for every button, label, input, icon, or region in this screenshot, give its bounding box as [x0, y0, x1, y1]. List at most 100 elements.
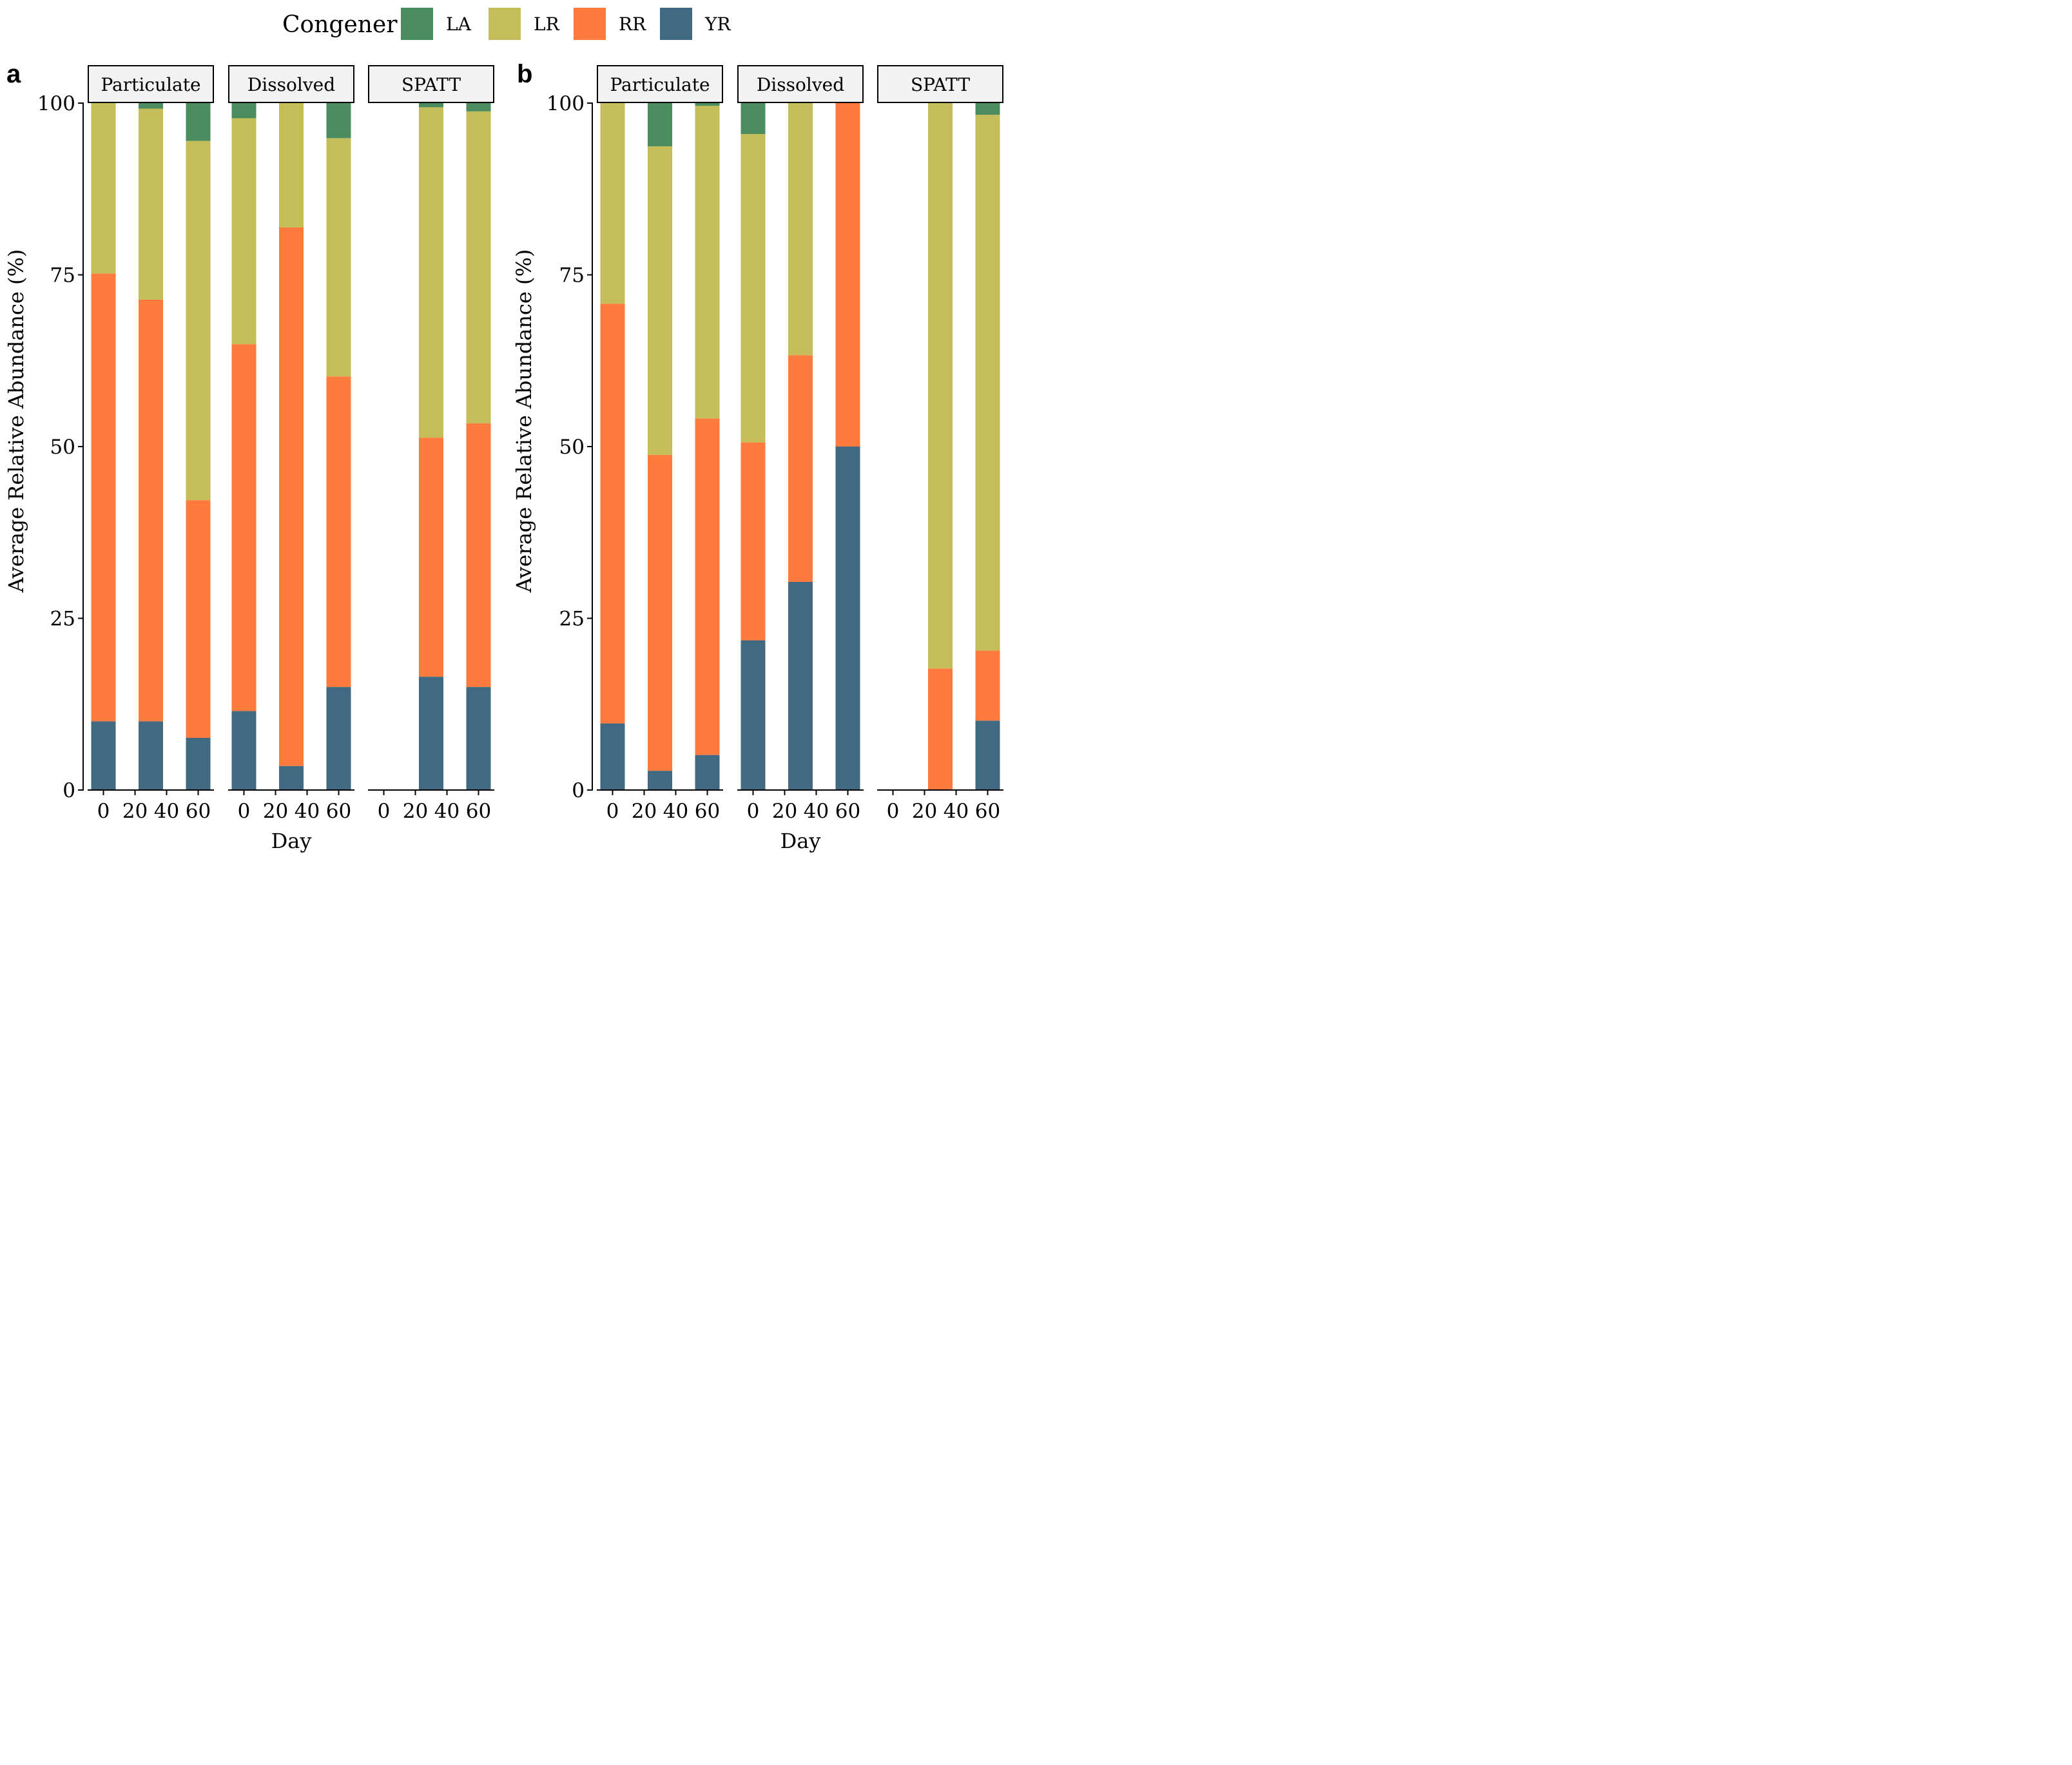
bar-segment-rr: [139, 299, 163, 722]
bar-segment-la: [186, 103, 211, 141]
bar-segment-yr: [741, 640, 766, 790]
x-tick-label: 20: [403, 800, 428, 823]
bar-segment-yr: [648, 771, 672, 790]
facet-particulate: Particulate 0 20 40 60: [88, 65, 214, 823]
facet-strip: [877, 65, 1003, 103]
legend-swatch-rr: [574, 8, 606, 40]
x-tick-label: 0: [97, 800, 110, 823]
x-tick-label: 40: [434, 800, 460, 823]
legend-swatch-lr: [489, 8, 521, 40]
facet-spatt: SPATT 0 20 40 60: [877, 65, 1003, 823]
x-tick-label: 40: [295, 800, 320, 823]
bar-segment-rr: [788, 355, 813, 583]
bar-segment-rr: [231, 344, 257, 711]
bar-segment-rr: [928, 668, 953, 790]
bar-segment-lr: [419, 107, 443, 438]
bar-segment-la: [139, 103, 163, 109]
facet-strip: [597, 65, 723, 103]
bar-segment-yr: [279, 766, 304, 790]
bar-segment-yr: [139, 721, 163, 790]
x-tick-label: 60: [695, 800, 720, 823]
facet-strip-label: SPATT: [402, 74, 461, 95]
bar-segment-rr: [695, 418, 720, 755]
faceted-stacked-bar-figure: Congener LA LR RR YR a 0 25 50 75 100 Average Rel…: [4, 8, 1003, 853]
panel-letter-a: a: [6, 60, 21, 88]
legend-label-la: LA: [446, 14, 472, 35]
x-tick-label: 60: [975, 800, 1000, 823]
facet-strip-label: Dissolved: [757, 74, 844, 95]
x-tick-label: 20: [122, 800, 148, 823]
x-axis-title: Day: [271, 829, 312, 853]
legend-swatch-yr: [660, 8, 692, 40]
bar-segment-lr: [788, 103, 813, 356]
bar-segment-la: [695, 103, 720, 106]
facet-strip: [228, 65, 354, 103]
y-tick-label: 25: [50, 608, 75, 631]
bar-segment-rr: [419, 438, 443, 677]
y-tick-label: 25: [559, 608, 585, 631]
x-tick-label: 60: [466, 800, 491, 823]
bar-segment-rr: [741, 442, 766, 641]
y-axis-title: Average Relative Abundance (%): [4, 249, 28, 593]
y-tick-label: 75: [50, 264, 75, 287]
bar-segment-rr: [975, 650, 1000, 721]
bar-segment-yr: [695, 755, 720, 790]
x-tick-label: 60: [835, 800, 860, 823]
bar-segment-la: [741, 103, 766, 134]
bar-segment-lr: [741, 133, 766, 443]
bar-segment-yr: [788, 582, 813, 790]
x-tick-label: 40: [804, 800, 829, 823]
panel-b: b 0 25 50 75 100 Average Relative Abundance (%…: [512, 60, 1003, 853]
legend-label-rr: RR: [619, 14, 646, 35]
bar-segment-rr: [835, 103, 860, 447]
bar-segment-rr: [648, 454, 672, 771]
facet-strip-label: Particulate: [101, 74, 200, 95]
x-axis-title: Day: [780, 829, 821, 853]
bar-segment-la: [419, 103, 443, 108]
bar-segment-lr: [928, 103, 953, 669]
x-tick-label: 60: [326, 800, 351, 823]
legend-label-yr: YR: [704, 14, 731, 35]
facet-strip: [88, 65, 214, 103]
y-tick-label: 75: [559, 264, 585, 287]
legend-label-lr: LR: [534, 14, 560, 35]
x-tick-label: 0: [606, 800, 619, 823]
x-tick-label: 0: [238, 800, 251, 823]
x-tick-label: 20: [772, 800, 797, 823]
legend-title: Congener: [282, 12, 398, 38]
facet-particulate: Particulate 0 20 40 60: [597, 65, 723, 823]
bar-segment-lr: [91, 103, 116, 274]
facet-strip-label: Dissolved: [247, 74, 335, 95]
bar-segment-yr: [231, 711, 257, 790]
panels: a 0 25 50 75 100 Average Relative Abundance (%…: [4, 60, 1003, 853]
y-axis-title: Average Relative Abundance (%): [512, 249, 536, 593]
bar-segment-la: [648, 103, 672, 147]
y-tick-label: 0: [63, 779, 75, 802]
bar-segment-yr: [419, 677, 443, 790]
y-tick-label: 100: [37, 92, 75, 115]
panel-letter-b: b: [517, 60, 532, 88]
bar-segment-lr: [231, 118, 257, 345]
facet-strip-label: SPATT: [911, 74, 970, 95]
y-tick-label: 50: [50, 436, 75, 459]
facet-dissolved: Dissolved 0 20 40 60: [228, 65, 354, 823]
x-tick-label: 40: [154, 800, 179, 823]
bar-segment-lr: [975, 115, 1000, 651]
bar-segment-lr: [326, 138, 351, 377]
bar-segment-lr: [186, 140, 211, 501]
bar-segment-rr: [186, 500, 211, 738]
bar-segment-lr: [695, 106, 720, 419]
bar-segment-rr: [600, 304, 625, 724]
bar-segment-yr: [975, 720, 1000, 790]
bar-segment-rr: [466, 423, 491, 688]
x-tick-label: 20: [263, 800, 288, 823]
facet-strip: [737, 65, 864, 103]
y-tick-label: 50: [559, 436, 585, 459]
x-tick-label: 0: [887, 800, 900, 823]
x-tick-label: 0: [378, 800, 391, 823]
x-tick-label: 40: [663, 800, 688, 823]
x-tick-label: 40: [944, 800, 969, 823]
bar-segment-lr: [279, 103, 304, 227]
x-tick-label: 20: [912, 800, 937, 823]
bar-segment-la: [231, 103, 257, 119]
